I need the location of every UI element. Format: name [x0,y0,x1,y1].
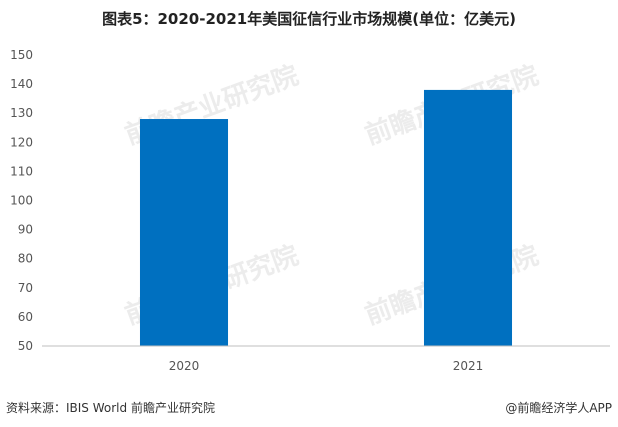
y-tick-label: 140 [10,77,33,91]
bars [139,89,513,347]
y-tick-label: 70 [18,281,33,295]
y-tick-label: 60 [18,310,33,324]
y-tick-label: 90 [18,223,33,237]
y-tick-label: 150 [10,48,33,62]
y-tick-label: 50 [18,339,33,353]
x-axis: 2020 2021 [169,359,484,373]
chart-title: 图表5：2020-2021年美国征信行业市场规模(单位：亿美元) [102,10,516,28]
x-tick-label: 2021 [453,359,484,373]
y-tick-label: 110 [10,164,33,178]
y-tick-label: 80 [18,252,33,266]
x-tick-label: 2020 [169,359,200,373]
y-tick-label: 120 [10,135,33,149]
brand-credit: @前瞻经济学人APP [505,401,612,415]
y-tick-label: 130 [10,106,33,120]
y-tick-label: 100 [10,194,33,208]
bar-chart: 50 60 70 80 90 100 110 120 130 140 150 2020 2021 [10,48,610,373]
y-axis: 50 60 70 80 90 100 110 120 130 140 150 [10,48,33,353]
bar-2020 [139,119,229,347]
bar-2021 [423,89,513,347]
source-note: 资料来源：IBIS World 前瞻产业研究院 [6,401,215,415]
